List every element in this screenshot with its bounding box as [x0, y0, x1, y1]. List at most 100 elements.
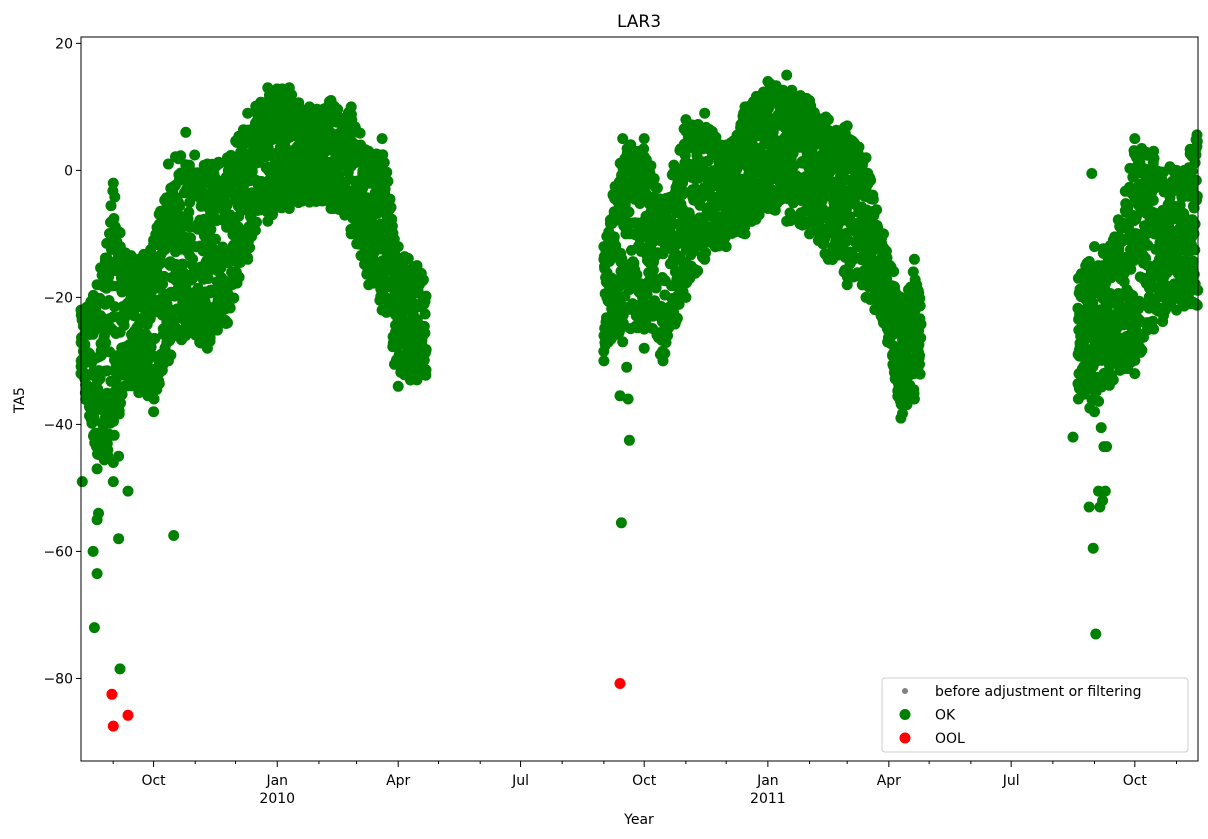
x-tick-year-label: 2010 — [259, 791, 295, 807]
ok-outlier-point — [623, 434, 635, 446]
x-tick-label: Jul — [511, 773, 529, 789]
ok-point — [100, 337, 112, 349]
ok-point — [1191, 190, 1203, 202]
ok-point — [378, 157, 390, 168]
ok-outlier-point — [122, 485, 134, 497]
ok-point — [420, 290, 432, 302]
x-tick-label: Jul — [1002, 773, 1020, 789]
ok-point — [411, 314, 423, 326]
ok-point — [262, 82, 274, 94]
ok-point — [419, 308, 431, 320]
ok-point — [376, 133, 388, 145]
ok-point — [895, 291, 907, 303]
ok-outlier-point — [1067, 431, 1079, 443]
chart-title: LAR3 — [617, 12, 661, 32]
ok-point — [1189, 218, 1201, 230]
ok-point — [1191, 141, 1203, 153]
ok-point — [822, 114, 834, 126]
legend-marker — [899, 732, 911, 744]
ok-point — [233, 271, 245, 283]
ok-point — [1089, 241, 1100, 253]
ok-point — [108, 429, 120, 441]
ok-point — [180, 126, 192, 138]
ok-point — [202, 273, 214, 284]
ok-point — [631, 269, 643, 281]
ok-point — [402, 253, 414, 264]
ok-point — [79, 338, 91, 350]
ok-point — [133, 387, 145, 399]
ok-point — [420, 344, 432, 356]
ok-point — [867, 193, 879, 205]
ok-point — [888, 266, 900, 277]
ok-point — [101, 365, 113, 377]
ok-point — [148, 393, 160, 405]
ok-point — [1107, 374, 1119, 386]
ok-point — [645, 160, 657, 172]
ok-point — [1171, 164, 1182, 176]
x-tick-label: Oct — [141, 773, 166, 789]
y-tick-label: −40 — [43, 417, 73, 433]
x-tick-label: Jan — [756, 773, 779, 789]
y-tick-label: 0 — [64, 163, 73, 179]
x-tick-label: Oct — [632, 773, 657, 789]
ok-point — [224, 209, 236, 221]
ok-outlier-point — [168, 530, 180, 541]
ok-point — [1129, 368, 1141, 380]
ok-point — [177, 258, 189, 270]
ok-point — [103, 271, 115, 283]
ok-point — [115, 397, 126, 409]
ok-point — [699, 253, 711, 265]
ool-point — [106, 688, 118, 700]
ok-point — [148, 333, 160, 344]
ok-point — [148, 234, 160, 246]
ok-point — [162, 355, 174, 367]
ok-point — [865, 174, 877, 186]
ok-point — [411, 374, 423, 386]
ok-point — [119, 247, 131, 259]
ok-point — [224, 302, 236, 314]
ok-point — [108, 415, 119, 427]
ok-outlier-point — [88, 622, 100, 634]
ok-point — [657, 196, 669, 208]
ok-point — [878, 317, 889, 329]
ok-outlier-point — [107, 406, 119, 418]
ok-point — [222, 152, 233, 164]
ok-point — [183, 206, 195, 218]
ok-point — [598, 355, 610, 367]
x-axis-label: Year — [623, 812, 654, 828]
y-tick-label: −80 — [43, 671, 73, 687]
y-axis: 200−20−40−60−80 — [43, 36, 81, 687]
ok-point — [1147, 194, 1159, 206]
ok-point — [739, 228, 751, 240]
ok-point — [914, 300, 926, 312]
ok-outlier-point — [622, 393, 634, 405]
ok-point — [762, 203, 774, 214]
ok-point — [304, 196, 315, 208]
ok-point — [608, 231, 620, 243]
ok-outlier-point — [1087, 542, 1099, 554]
ok-point — [1129, 133, 1141, 145]
ok-point — [214, 158, 225, 169]
ok-point — [781, 69, 793, 81]
ok-point — [915, 332, 927, 344]
ok-point — [625, 139, 637, 151]
series-points-group — [75, 69, 1204, 675]
ok-point — [762, 76, 774, 87]
x-tick-label: Jan — [265, 773, 288, 789]
ool-point — [122, 709, 134, 721]
ok-point — [363, 145, 375, 157]
ok-point — [638, 143, 650, 155]
x-tick-label: Apr — [877, 773, 901, 789]
ok-point — [187, 253, 199, 265]
ok-point — [251, 216, 262, 228]
ok-point — [325, 95, 337, 106]
ok-point — [105, 200, 117, 212]
ok-point — [841, 279, 853, 291]
ok-point — [720, 139, 732, 151]
ok-outlier-point — [1101, 441, 1113, 453]
ok-point — [345, 228, 357, 240]
ok-point — [107, 177, 119, 189]
ok-point — [908, 253, 920, 265]
